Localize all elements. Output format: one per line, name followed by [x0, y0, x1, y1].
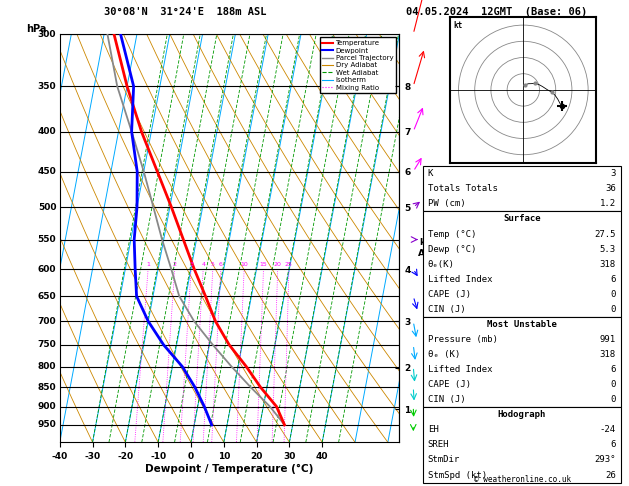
Text: 800: 800 [38, 362, 57, 371]
Text: 0: 0 [610, 380, 616, 389]
Text: 550: 550 [38, 235, 57, 244]
Text: 2: 2 [173, 261, 177, 267]
Text: PW (cm): PW (cm) [428, 199, 465, 208]
Text: 318: 318 [599, 260, 616, 269]
Text: 36: 36 [605, 184, 616, 193]
Text: 1.2: 1.2 [599, 199, 616, 208]
Text: 4: 4 [201, 261, 205, 267]
Text: Lifted Index: Lifted Index [428, 275, 493, 284]
Text: 0: 0 [610, 305, 616, 314]
Text: θₑ(K): θₑ(K) [428, 260, 455, 269]
Text: 0: 0 [610, 395, 616, 404]
Text: 27.5: 27.5 [594, 229, 616, 239]
Text: 6: 6 [610, 275, 616, 284]
Text: 350: 350 [38, 82, 57, 91]
Text: 1: 1 [146, 261, 150, 267]
Text: 30°08'N  31°24'E  188m ASL: 30°08'N 31°24'E 188m ASL [104, 7, 267, 17]
Text: CAPE (J): CAPE (J) [428, 290, 470, 299]
Text: StmSpd (kt): StmSpd (kt) [428, 470, 487, 480]
Text: θₑ (K): θₑ (K) [428, 350, 460, 359]
Text: Temp (°C): Temp (°C) [428, 229, 476, 239]
Text: 25: 25 [285, 261, 293, 267]
Text: 26: 26 [605, 470, 616, 480]
Text: 6: 6 [219, 261, 223, 267]
Text: 750: 750 [38, 340, 57, 349]
Text: 991: 991 [599, 335, 616, 344]
Text: kt: kt [454, 21, 463, 30]
Text: Hodograph: Hodograph [498, 410, 546, 419]
Text: 3: 3 [610, 169, 616, 178]
Text: 0: 0 [610, 290, 616, 299]
Text: 293°: 293° [594, 455, 616, 465]
Text: K: K [428, 169, 433, 178]
Text: 500: 500 [38, 203, 57, 212]
Text: CAPE (J): CAPE (J) [428, 380, 470, 389]
Text: 400: 400 [38, 127, 57, 136]
Text: 10: 10 [240, 261, 248, 267]
Text: Dewp (°C): Dewp (°C) [428, 244, 476, 254]
Text: 700: 700 [38, 317, 57, 326]
Text: StmDir: StmDir [428, 455, 460, 465]
Y-axis label: km
ASL: km ASL [418, 238, 437, 258]
Text: 20: 20 [274, 261, 282, 267]
Text: EH: EH [428, 425, 438, 434]
Text: 15: 15 [260, 261, 267, 267]
Text: 04.05.2024  12GMT  (Base: 06): 04.05.2024 12GMT (Base: 06) [406, 7, 587, 17]
Text: hPa: hPa [26, 24, 46, 34]
Text: © weatheronline.co.uk: © weatheronline.co.uk [474, 474, 571, 484]
Text: 6: 6 [610, 365, 616, 374]
Text: 850: 850 [38, 382, 57, 392]
Text: CIN (J): CIN (J) [428, 395, 465, 404]
Text: Mixing Ratio (g/kg): Mixing Ratio (g/kg) [426, 197, 436, 279]
Text: 450: 450 [38, 167, 57, 176]
Text: 600: 600 [38, 264, 57, 274]
Text: 650: 650 [38, 292, 57, 301]
Text: Most Unstable: Most Unstable [487, 320, 557, 329]
Text: 5: 5 [211, 261, 214, 267]
Text: 5.3: 5.3 [599, 244, 616, 254]
Text: 318: 318 [599, 350, 616, 359]
Text: Surface: Surface [503, 214, 540, 224]
Text: 3: 3 [189, 261, 193, 267]
Text: 300: 300 [38, 30, 57, 38]
Text: Pressure (mb): Pressure (mb) [428, 335, 498, 344]
Text: 950: 950 [38, 420, 57, 429]
X-axis label: Dewpoint / Temperature (°C): Dewpoint / Temperature (°C) [145, 464, 314, 474]
Text: SREH: SREH [428, 440, 449, 450]
Text: -24: -24 [599, 425, 616, 434]
Text: CIN (J): CIN (J) [428, 305, 465, 314]
Legend: Temperature, Dewpoint, Parcel Trajectory, Dry Adiabat, Wet Adiabat, Isotherm, Mi: Temperature, Dewpoint, Parcel Trajectory… [320, 37, 396, 93]
Text: Lifted Index: Lifted Index [428, 365, 493, 374]
Text: 6: 6 [610, 440, 616, 450]
Text: Totals Totals: Totals Totals [428, 184, 498, 193]
Text: 900: 900 [38, 402, 57, 411]
